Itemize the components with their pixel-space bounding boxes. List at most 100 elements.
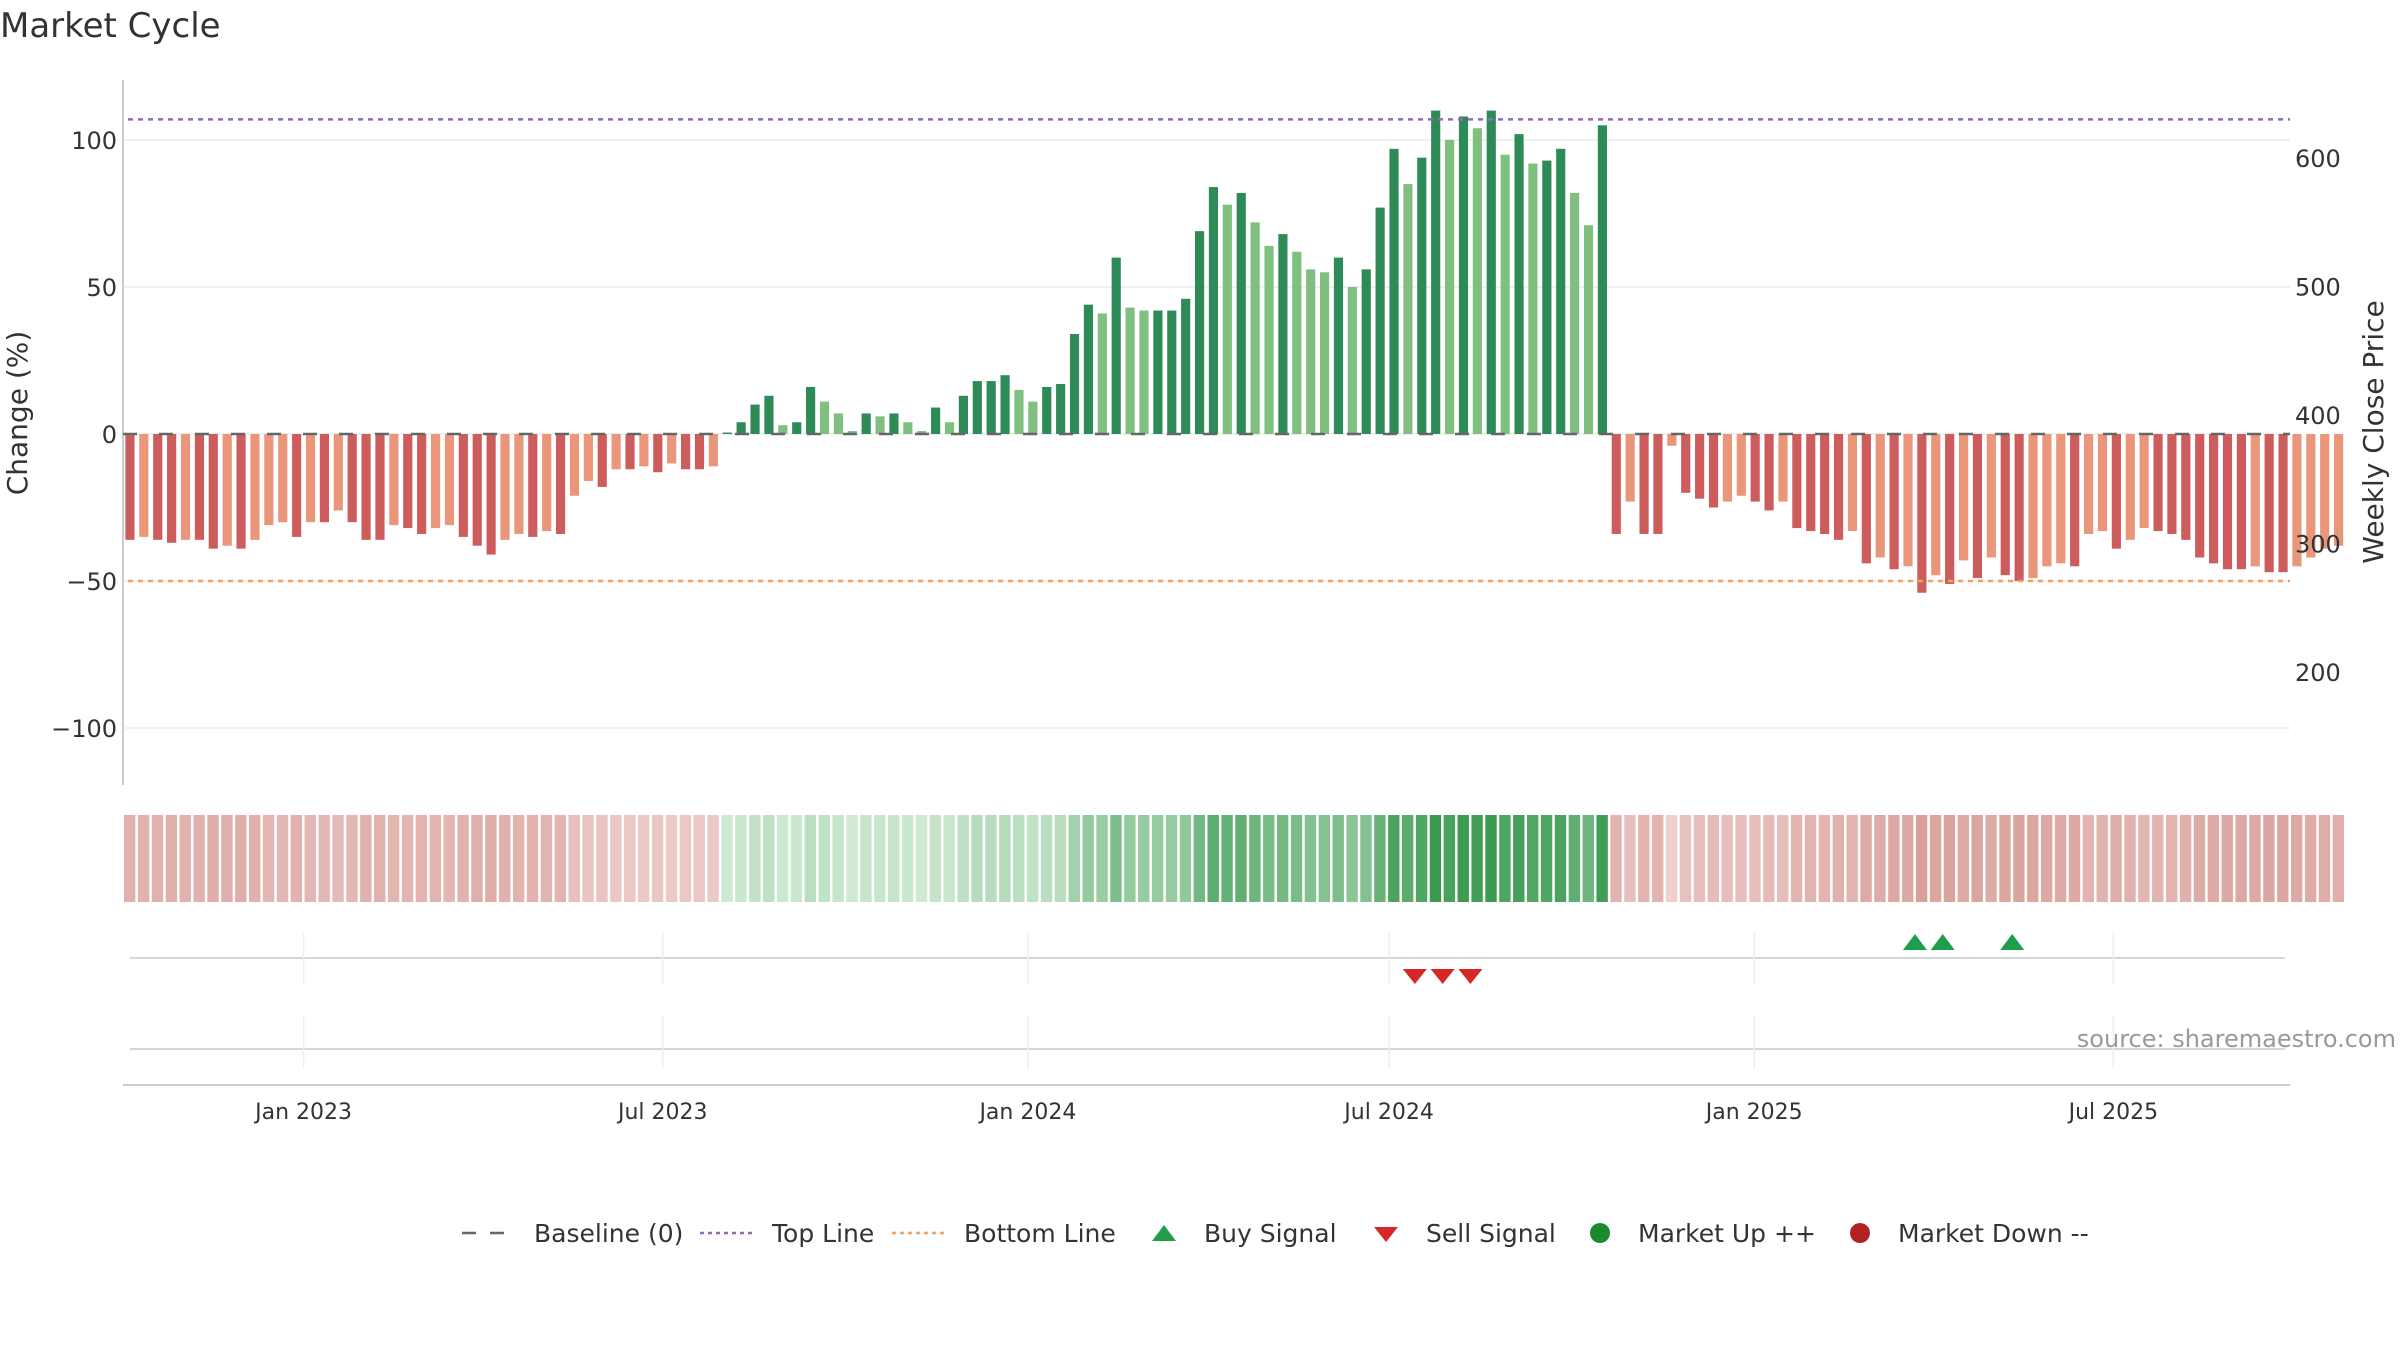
bar <box>597 434 607 487</box>
bar <box>2097 434 2108 532</box>
market-state-cell <box>707 815 719 902</box>
market-state-cell <box>2013 815 2025 902</box>
market-state-cell <box>1443 815 1456 902</box>
legend-item: Baseline (0) <box>462 1219 683 1248</box>
bar <box>1222 204 1232 434</box>
market-state-cell <box>193 815 205 902</box>
x-tick-label: Jan 2023 <box>253 1100 352 1125</box>
market-state-cell <box>790 815 803 902</box>
market-state-cell <box>1929 815 1942 902</box>
bar <box>472 434 482 546</box>
market-state-cell <box>1596 815 1608 902</box>
legend-label: Market Down -- <box>1898 1219 2089 1248</box>
market-state-cell <box>2179 815 2192 902</box>
market-state-cell <box>207 815 219 902</box>
bar <box>361 434 371 540</box>
x-tick-label: Jan 2024 <box>977 1100 1076 1125</box>
market-state-cell <box>2110 815 2122 902</box>
bar <box>500 434 510 540</box>
market-state-cell <box>568 815 580 902</box>
bar <box>1139 310 1149 434</box>
market-state-cell <box>1582 815 1594 902</box>
market-state-cell <box>2054 815 2067 902</box>
market-state-cell <box>1082 815 1094 902</box>
bar <box>2250 434 2260 567</box>
bar <box>2125 434 2135 540</box>
market-state-cell <box>1193 815 1205 902</box>
bar <box>2292 434 2302 567</box>
bar <box>1153 310 1163 434</box>
market-state-cell <box>762 815 775 902</box>
market-state-cell <box>679 815 692 902</box>
market-state-cell <box>1068 815 1080 902</box>
market-state-cell <box>1124 815 1136 902</box>
bar <box>1639 434 1649 534</box>
market-state-cell <box>1804 815 1817 902</box>
triangle-up-icon <box>1152 1225 1176 1241</box>
market-state-cell <box>1790 815 1803 902</box>
market-state-cell <box>471 815 483 902</box>
market-state-cell <box>1290 815 1303 902</box>
legend-label: Buy Signal <box>1204 1219 1337 1248</box>
bar <box>1903 434 1913 567</box>
market-state-cell <box>1151 815 1164 902</box>
market-state-cell <box>2263 815 2275 902</box>
bar <box>1806 434 1816 532</box>
market-state-cell <box>1138 815 1150 902</box>
y2-axis-label: Weekly Close Price <box>2357 300 2390 563</box>
bar <box>1194 231 1205 434</box>
market-state-cell <box>137 815 150 902</box>
market-state-cell <box>1679 815 1692 902</box>
bar <box>625 434 635 470</box>
y2-tick-label: 200 <box>2295 659 2341 687</box>
bar <box>1000 375 1010 434</box>
market-state-cell <box>1457 815 1469 902</box>
bar <box>2236 434 2246 570</box>
market-state-cell <box>2124 815 2136 902</box>
market-state-cell <box>1374 815 1386 902</box>
market-state-cell <box>957 815 969 902</box>
market-state-cell <box>624 815 636 902</box>
market-state-cell <box>846 815 858 902</box>
bar <box>222 434 232 546</box>
bar <box>708 434 718 467</box>
market-state-cell <box>1499 815 1511 902</box>
bar <box>1347 287 1357 434</box>
market-state-cell <box>985 815 997 902</box>
market-state-cell <box>1429 815 1442 902</box>
market-state-cell <box>1568 815 1581 902</box>
bar <box>1014 389 1024 434</box>
market-state-cell <box>1860 815 1872 902</box>
market-state-cell <box>346 815 358 902</box>
legend-label: Baseline (0) <box>534 1219 683 1248</box>
market-state-cell <box>1040 815 1053 902</box>
market-state-cell <box>929 815 942 902</box>
bar <box>1417 157 1427 434</box>
bar <box>1333 257 1344 434</box>
bar <box>1792 434 1802 529</box>
bar <box>1945 434 1955 584</box>
market-state-cell <box>776 815 789 902</box>
chart-title: Market Cycle <box>0 6 221 46</box>
bar <box>1764 434 1774 511</box>
bar <box>1167 310 1177 434</box>
market-state-cell <box>874 815 886 902</box>
buy-signal-marker <box>1930 934 1955 950</box>
market-state-cell <box>318 815 330 902</box>
bar <box>736 422 746 434</box>
market-state-cell <box>415 815 428 902</box>
market-state-cell <box>1985 815 1997 902</box>
bar <box>1375 207 1385 434</box>
market-state-cell <box>1235 815 1247 902</box>
bar <box>1847 434 1858 532</box>
bar <box>1361 269 1371 434</box>
bar <box>1972 434 1983 579</box>
bar <box>972 381 982 434</box>
bar <box>2153 434 2163 532</box>
bar <box>1708 434 1719 508</box>
bar <box>1889 434 1899 570</box>
market-state-cell <box>2165 815 2178 902</box>
market-state-cell <box>1526 815 1539 902</box>
market-state-cell <box>888 815 900 902</box>
